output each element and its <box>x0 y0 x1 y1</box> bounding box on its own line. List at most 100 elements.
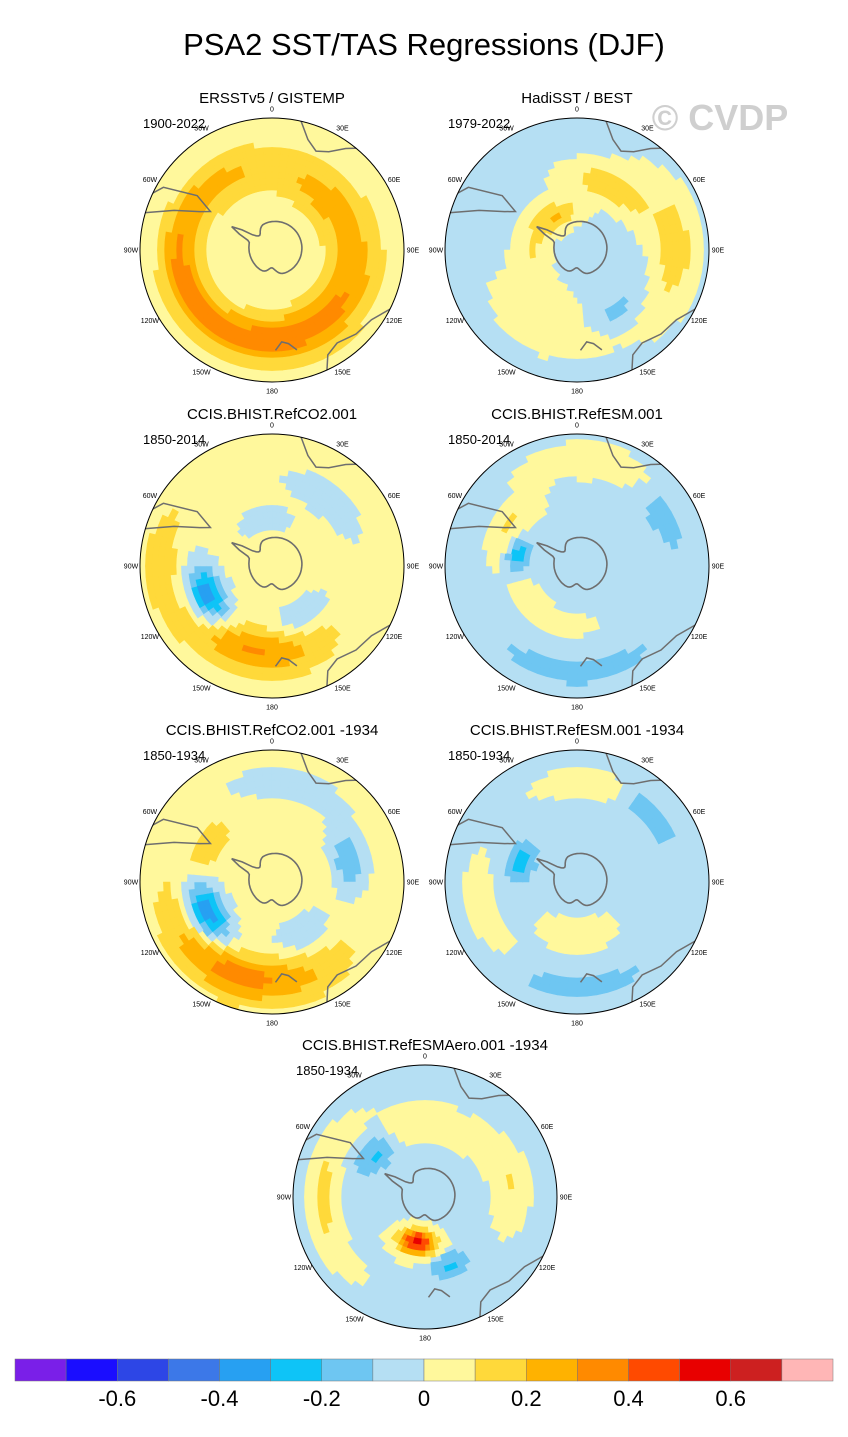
africa-coastline <box>452 1065 517 1100</box>
map-panel: CCIS.BHIST.RefESM.001 -1934 1850-1934 0 30E… <box>429 722 725 1028</box>
field-cell <box>271 673 283 681</box>
australia-coastline <box>479 1253 548 1321</box>
lon-tick-label: 60E <box>693 809 706 816</box>
field-cell <box>556 767 568 776</box>
lon-tick-label: 30W <box>194 757 209 764</box>
australia-coastline <box>631 622 700 690</box>
lon-tick-label: 120E <box>691 634 708 641</box>
map-panel: CCIS.BHIST.RefESM.001 1850-2014 0 30E 60E 90E… <box>429 406 725 712</box>
colorbar-swatch <box>270 1358 323 1382</box>
field-cell <box>545 941 555 951</box>
lon-tick-label: 60W <box>143 809 158 816</box>
figure-title: PSA2 SST/TAS Regressions (DJF) <box>183 27 665 62</box>
australia-coastline <box>326 622 395 690</box>
field-cell <box>271 147 282 155</box>
field-cell <box>243 142 255 152</box>
field-layer <box>293 1065 557 1329</box>
field-cell <box>469 853 479 865</box>
field-cell <box>694 260 704 273</box>
field-cell <box>477 846 488 858</box>
field-cell <box>304 1175 314 1188</box>
field-cell <box>694 227 704 240</box>
lon-tick-label: 30W <box>499 125 514 132</box>
field-cell <box>271 363 283 371</box>
colorbar-swatch <box>219 1358 271 1382</box>
lon-tick-label: 30W <box>194 441 209 448</box>
field-cell <box>288 514 296 523</box>
map-outline <box>444 749 710 1015</box>
field-cell <box>519 1205 528 1216</box>
colorbar: -0.6 -0.4 -0.2 0 0.2 0.4 0.6 <box>14 1358 834 1411</box>
lon-tick-label: 30E <box>641 757 654 764</box>
map-panel: CCIS.BHIST.RefCO2.001 1850-2014 0 30E 60E 90E… <box>124 406 420 712</box>
field-cell <box>537 351 550 362</box>
field-cell <box>638 332 652 345</box>
map-outline <box>444 433 710 699</box>
field-cell <box>378 1231 388 1241</box>
lon-tick-label: 150E <box>639 686 656 693</box>
colorbar-swatch <box>781 1358 834 1382</box>
field-cell <box>187 558 195 567</box>
field-cell <box>182 896 192 906</box>
field-cell <box>429 1249 436 1258</box>
lon-tick-label: 150E <box>334 1002 351 1009</box>
field-cell <box>438 1271 448 1281</box>
field-cell <box>669 539 679 550</box>
field-cell <box>510 654 524 666</box>
panel-title: CCIS.BHIST.RefCO2.001 -1934 <box>166 722 379 739</box>
lon-tick-label: 90W <box>277 1195 292 1202</box>
lon-tick-label: 60W <box>143 493 158 500</box>
lon-tick-label: 90W <box>124 248 139 255</box>
field-cell <box>462 891 471 903</box>
panel-period: 1850-1934 <box>296 1063 358 1078</box>
field-cell <box>261 505 268 514</box>
lon-tick-label: 60W <box>296 1124 311 1131</box>
field-cell <box>485 280 496 292</box>
field-cell <box>372 230 381 242</box>
field-cell <box>377 1137 388 1147</box>
lon-tick-label: 0 <box>575 423 579 430</box>
field-cell <box>381 1242 392 1253</box>
field-cell <box>350 534 360 545</box>
lon-tick-label: 60E <box>388 493 401 500</box>
field-cell <box>346 895 356 905</box>
field-cell <box>504 255 513 263</box>
field-cell <box>282 939 290 948</box>
field-cell <box>271 935 278 943</box>
south-america-coastline <box>142 186 212 214</box>
field-cell <box>576 767 588 775</box>
field-cell <box>280 147 291 156</box>
australia-coastline <box>326 938 395 1006</box>
field-cell <box>156 932 169 946</box>
panel-period: 1850-1934 <box>448 748 510 763</box>
field-cell <box>158 514 170 528</box>
lon-tick-label: 90E <box>407 248 420 255</box>
field-cell <box>424 1226 429 1234</box>
lon-tick-label: 90E <box>712 248 725 255</box>
colorbar-tick-label: -0.6 <box>98 1386 136 1411</box>
lon-tick-label: 0 <box>575 739 579 746</box>
lon-tick-label: 120E <box>691 950 708 957</box>
africa-coastline <box>299 118 364 153</box>
field-cell <box>181 565 189 575</box>
panel-period: 1979-2022 <box>448 116 510 131</box>
field-cell <box>576 679 588 687</box>
field-cell <box>145 565 153 578</box>
field-cell <box>576 947 584 955</box>
field-cell <box>350 506 362 519</box>
lon-tick-label: 120W <box>294 1265 313 1272</box>
australia-coastline <box>631 306 700 374</box>
field-cell <box>373 240 381 251</box>
field-cell <box>266 505 273 513</box>
panel-title: ERSSTv5 / GISTEMP <box>199 90 345 107</box>
field-cell <box>506 582 516 592</box>
field-cell <box>555 445 568 455</box>
lon-tick-label: 90W <box>429 564 444 571</box>
field-cell <box>462 871 470 883</box>
field-cell <box>281 361 294 371</box>
africa-coastline <box>604 750 669 785</box>
colorbar-swatch <box>526 1358 578 1382</box>
lon-tick-label: 150W <box>345 1317 364 1324</box>
colorbar-swatch <box>14 1358 67 1382</box>
field-cell <box>365 1107 378 1119</box>
